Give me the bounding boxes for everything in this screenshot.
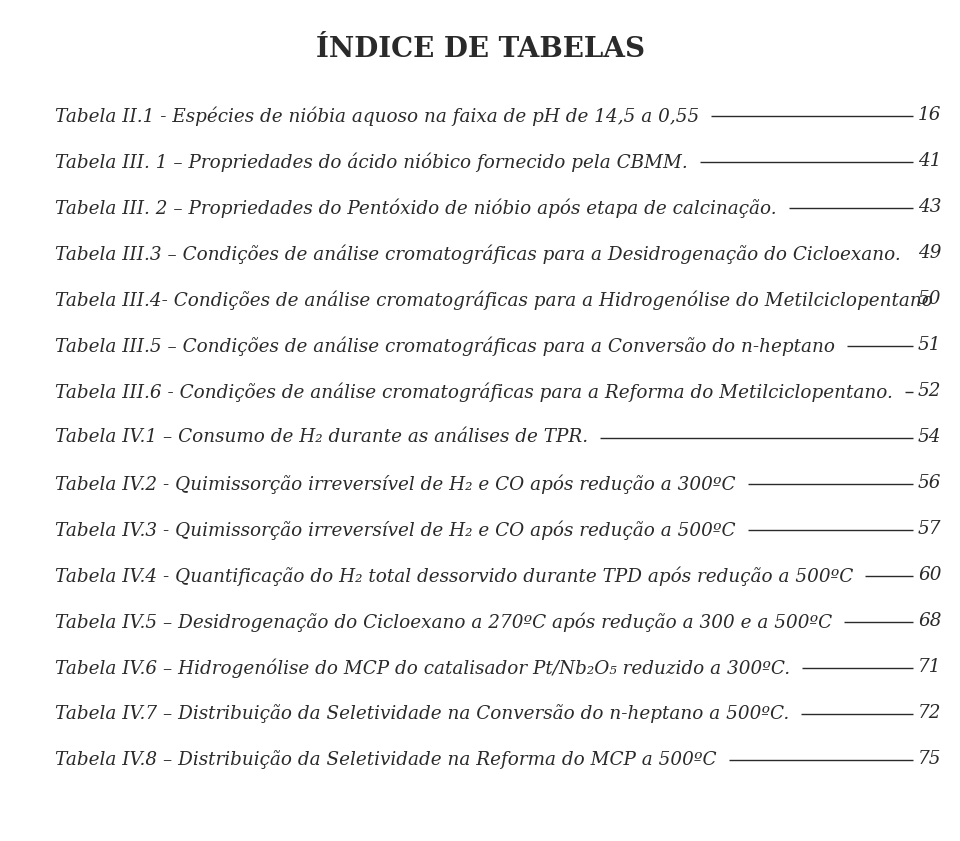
Text: Tabela IV.5 – Desidrogenação do Cicloexano a 270ºC após redução a 300 e a 500ºC: Tabela IV.5 – Desidrogenação do Cicloexa… xyxy=(55,612,832,632)
Text: Tabela IV.3 - Quimissorção irreversível de H₂ e CO após redução a 500ºC: Tabela IV.3 - Quimissorção irreversível … xyxy=(55,520,735,539)
Text: 51: 51 xyxy=(918,336,942,354)
Text: Tabela IV.8 – Distribuição da Seletividade na Reforma do MCP a 500ºC: Tabela IV.8 – Distribuição da Seletivida… xyxy=(55,750,716,769)
Text: 57: 57 xyxy=(918,520,942,538)
Text: Tabela III.4- Condições de análise cromatográficas para a Hidrogenólise do Metil: Tabela III.4- Condições de análise croma… xyxy=(55,290,933,309)
Text: ÍNDICE DE TABELAS: ÍNDICE DE TABELAS xyxy=(316,36,644,63)
Text: Tabela IV.4 - Quantificação do H₂ total dessorvido durante TPD após redução a 50: Tabela IV.4 - Quantificação do H₂ total … xyxy=(55,566,853,585)
Text: Tabela IV.6 – Hidrogenólise do MCP do catalisador Pt/Nb₂O₅ reduzido a 300ºC.: Tabela IV.6 – Hidrogenólise do MCP do ca… xyxy=(55,658,790,678)
Text: 52: 52 xyxy=(918,382,942,400)
Text: Tabela IV.1 – Consumo de H₂ durante as análises de TPR.: Tabela IV.1 – Consumo de H₂ durante as a… xyxy=(55,428,588,446)
Text: 50: 50 xyxy=(918,290,942,308)
Text: 60: 60 xyxy=(918,566,942,584)
Text: Tabela III.6 - Condições de análise cromatográficas para a Reforma do Metilciclo: Tabela III.6 - Condições de análise crom… xyxy=(55,382,893,401)
Text: Tabela IV.2 - Quimissorção irreversível de H₂ e CO após redução a 300ºC: Tabela IV.2 - Quimissorção irreversível … xyxy=(55,474,735,494)
Text: Tabela III.5 – Condições de análise cromatográficas para a Conversão do n-heptan: Tabela III.5 – Condições de análise crom… xyxy=(55,336,835,356)
Text: 16: 16 xyxy=(918,106,942,124)
Text: 68: 68 xyxy=(918,612,942,630)
Text: 49: 49 xyxy=(918,244,942,262)
Text: Tabela IV.7 – Distribuição da Seletividade na Conversão do n-heptano a 500ºC.: Tabela IV.7 – Distribuição da Seletivida… xyxy=(55,704,789,723)
Text: 71: 71 xyxy=(918,658,942,676)
Text: 41: 41 xyxy=(918,152,942,170)
Text: 43: 43 xyxy=(918,198,942,216)
Text: 72: 72 xyxy=(918,704,942,722)
Text: Tabela III.3 – Condições de análise cromatográficas para a Desidrogenação do Cic: Tabela III.3 – Condições de análise crom… xyxy=(55,244,900,263)
Text: 56: 56 xyxy=(918,474,942,492)
Text: Tabela III. 1 – Propriedades do ácido nióbico fornecido pela CBMM.: Tabela III. 1 – Propriedades do ácido ni… xyxy=(55,152,687,172)
Text: 75: 75 xyxy=(918,750,942,768)
Text: 54: 54 xyxy=(918,428,942,446)
Text: Tabela II.1 - Espécies de nióbia aquoso na faixa de pH de 14,5 a 0,55: Tabela II.1 - Espécies de nióbia aquoso … xyxy=(55,106,699,125)
Text: Tabela III. 2 – Propriedades do Pentóxido de nióbio após etapa de calcinação.: Tabela III. 2 – Propriedades do Pentóxid… xyxy=(55,198,777,218)
